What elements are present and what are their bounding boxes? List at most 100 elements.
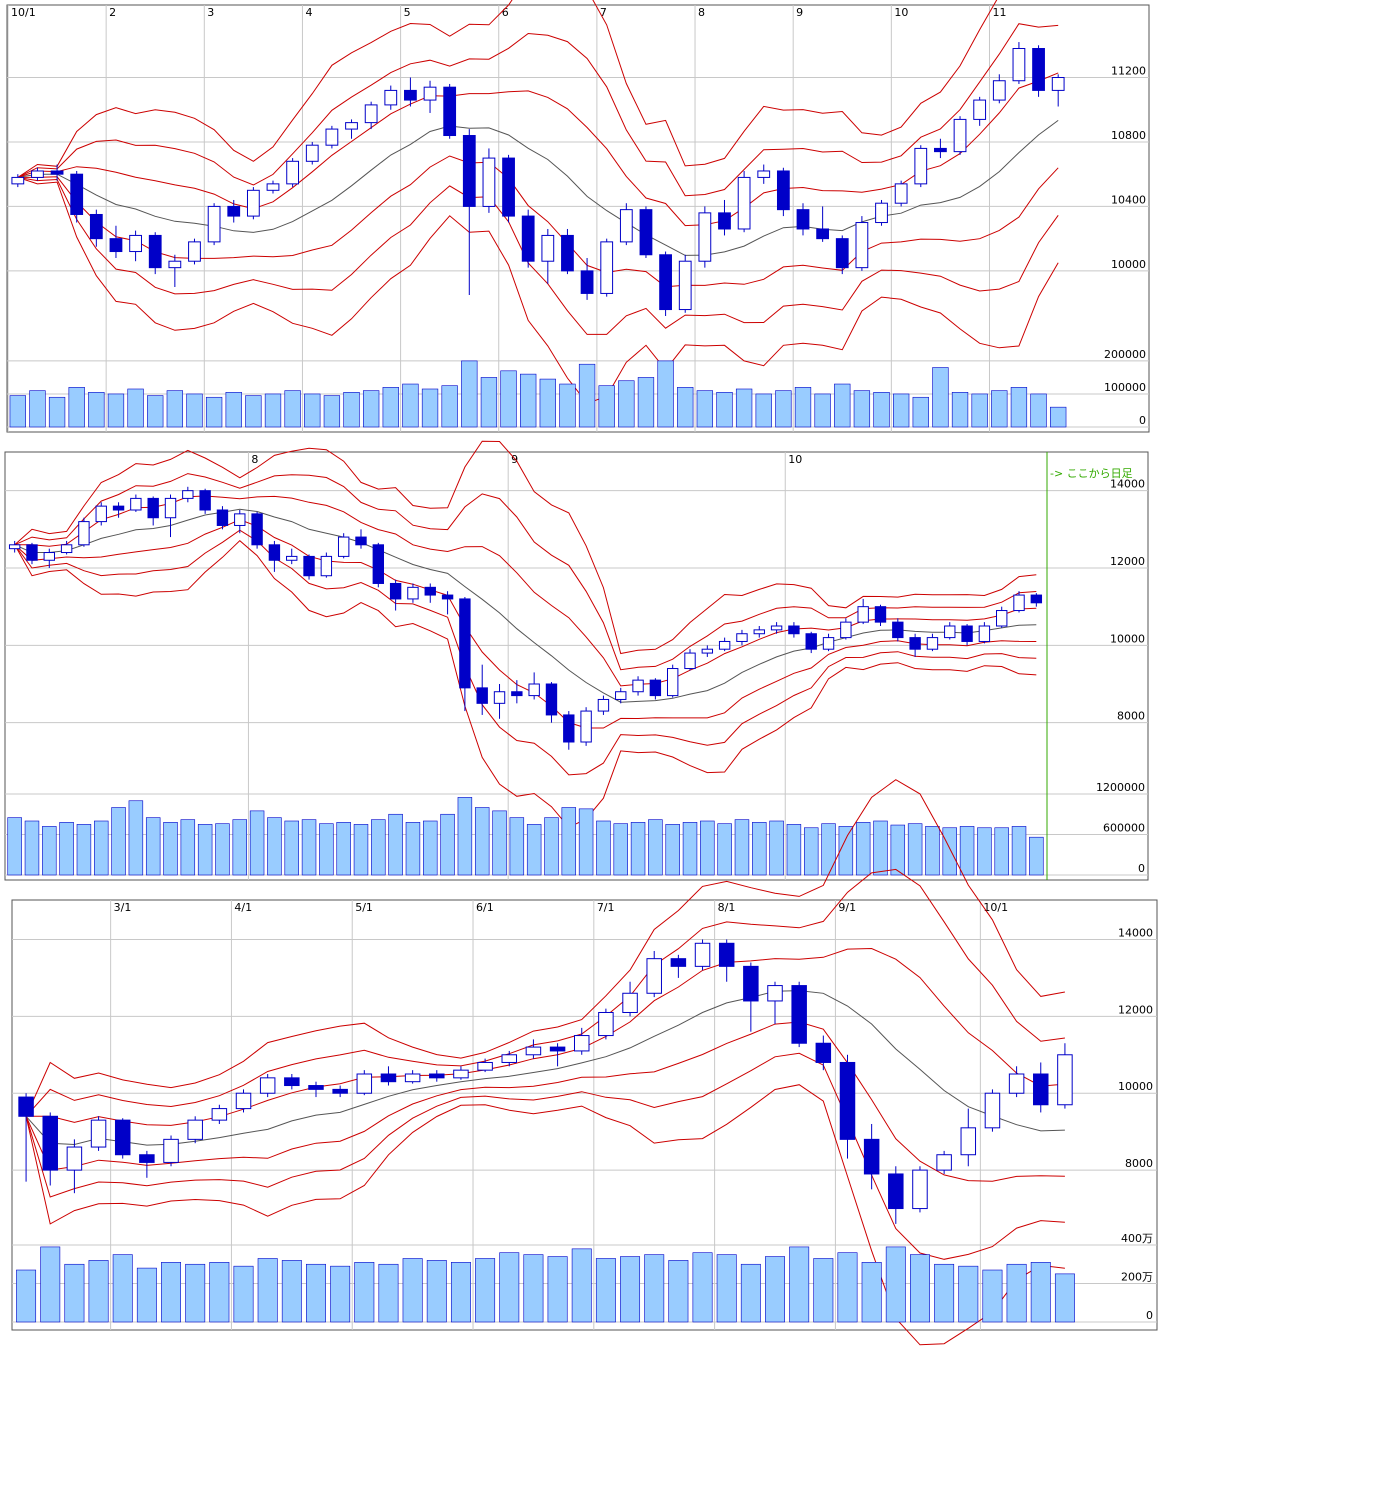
x-tick-label: 8	[698, 6, 705, 19]
candle-body	[805, 633, 817, 650]
candle-body	[796, 209, 810, 230]
volume-bar	[853, 390, 871, 428]
candle-body	[678, 260, 692, 311]
volume-bar	[426, 1260, 447, 1323]
volume-bar	[559, 383, 576, 428]
candle-body	[944, 625, 956, 639]
x-tick-label: 8/1	[718, 901, 736, 914]
volume-bar	[971, 393, 988, 428]
candle-body	[615, 691, 627, 700]
volume-bar	[371, 819, 386, 876]
volume-bar	[814, 393, 831, 428]
candle-body	[936, 1154, 952, 1171]
volume-bar	[786, 824, 802, 876]
candle-body	[684, 652, 696, 670]
volume-bar	[595, 1258, 616, 1323]
volume-bar	[775, 390, 792, 428]
volume-bar	[343, 392, 360, 428]
candle-body	[188, 241, 201, 262]
volume-bar	[185, 1263, 206, 1323]
bollinger-band	[25, 1052, 1065, 1260]
volume-tick-label: 100000	[1104, 381, 1146, 394]
volume-bar	[107, 393, 125, 428]
volume-bar	[197, 824, 213, 876]
volume-bar	[112, 1254, 133, 1323]
bollinger-band	[17, 72, 1059, 227]
candle-body	[835, 238, 849, 269]
volume-bar	[912, 396, 929, 428]
candle-body	[423, 86, 437, 101]
candle-body	[90, 1119, 107, 1148]
volume-bar	[29, 390, 46, 428]
candle-body	[443, 86, 457, 137]
x-tick-label: 5	[404, 6, 411, 19]
moving-average	[25, 990, 1065, 1146]
volume-bar	[544, 817, 559, 876]
candle-body	[216, 509, 229, 526]
candle-body	[1013, 594, 1025, 612]
candle-body	[753, 629, 765, 635]
volume-bar	[637, 377, 655, 428]
candle-body	[718, 640, 731, 650]
candle-body	[477, 1061, 493, 1071]
candle-body	[372, 544, 385, 584]
volume-bar	[769, 820, 784, 876]
volume-bar	[890, 824, 906, 876]
volume-bar	[740, 1263, 761, 1323]
candle-body	[1012, 48, 1026, 82]
candle-body	[863, 1138, 880, 1175]
volume-bar	[402, 383, 419, 428]
candle-body	[501, 1054, 518, 1063]
candle-body	[441, 594, 454, 600]
volume-bar	[834, 383, 851, 428]
x-tick-label: 7	[600, 6, 607, 19]
volume-bar	[166, 390, 184, 428]
candle-body	[459, 598, 471, 689]
x-tick-label: 10/1	[11, 6, 36, 19]
candle-body	[147, 497, 159, 519]
bollinger-band	[17, 23, 1059, 197]
volume-bar	[613, 823, 628, 876]
y-tick-label: 8000	[1125, 1157, 1153, 1170]
volume-bar	[1011, 826, 1027, 876]
candle-body	[912, 1169, 928, 1210]
candle-body	[698, 212, 712, 262]
volume-bar	[934, 1263, 955, 1323]
candle-body	[129, 234, 142, 253]
volume-bar	[186, 393, 203, 428]
bollinger-band	[25, 868, 1065, 1117]
volume-bar	[982, 1269, 1003, 1323]
volume-bar	[284, 820, 299, 876]
candle-body	[355, 536, 367, 546]
candle-body	[857, 606, 869, 623]
volume-bar	[942, 827, 957, 876]
volume-bar	[145, 817, 161, 876]
volume-bar	[1030, 393, 1047, 428]
volume-bar	[180, 819, 196, 876]
volume-bar	[644, 1254, 665, 1323]
candle-body	[1057, 1054, 1073, 1106]
candle-body	[934, 147, 947, 153]
candle-body	[580, 270, 594, 294]
candle-body	[770, 625, 783, 631]
x-tick-label: 7/1	[597, 901, 615, 914]
volume-bar	[910, 1254, 930, 1323]
volume-bar	[696, 390, 714, 428]
x-tick-label: 9/1	[838, 901, 856, 914]
volume-bar	[42, 826, 57, 876]
volume-bar	[520, 373, 537, 428]
candle-body	[476, 687, 488, 704]
volume-bar	[354, 1262, 375, 1323]
candle-body	[482, 157, 496, 207]
candle-body	[996, 610, 1008, 627]
volume-bar	[127, 388, 144, 428]
volume-bar	[803, 827, 819, 876]
candle-body	[511, 691, 523, 697]
volume-bar	[306, 1263, 326, 1323]
volume-bar	[48, 396, 66, 428]
volume-bar	[657, 360, 674, 428]
x-tick-label: 4	[305, 6, 312, 19]
candle-body	[268, 544, 281, 561]
volume-bar	[233, 1265, 254, 1323]
volume-bar	[717, 823, 732, 876]
